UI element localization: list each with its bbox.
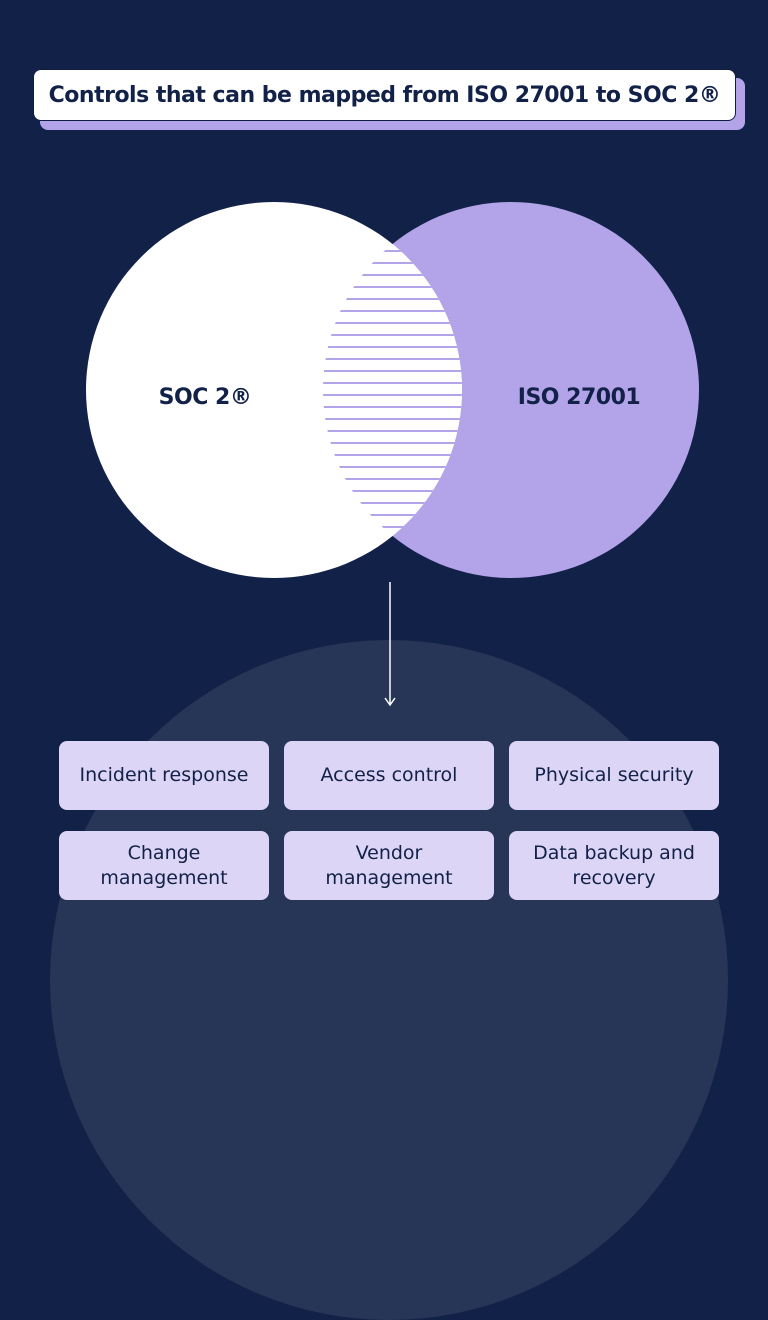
control-label: Data backup and recovery — [533, 841, 695, 889]
venn-overlap — [323, 202, 462, 578]
control-card-physical-security: Physical security — [509, 741, 719, 810]
control-label: Change management — [100, 841, 228, 889]
control-card-vendor-management: Vendor management — [284, 831, 494, 900]
venn-label-iso: ISO 27001 — [518, 385, 640, 410]
control-label: Physical security — [534, 764, 694, 786]
control-card-incident-response: Incident response — [59, 741, 269, 810]
control-card-access-control: Access control — [284, 741, 494, 810]
control-card-data-backup: Data backup and recovery — [509, 831, 719, 900]
venn-label-soc: SOC 2® — [159, 385, 252, 410]
control-label: Access control — [320, 764, 458, 786]
control-card-change-management: Change management — [59, 831, 269, 900]
controls-grid: Incident response Access control Physica… — [59, 741, 721, 900]
title-banner: Controls that can be mapped from ISO 270… — [33, 69, 736, 121]
venn-diagram: SOC 2® ISO 27001 — [86, 202, 699, 707]
control-label: Incident response — [79, 764, 249, 786]
page-title: Controls that can be mapped from ISO 270… — [48, 82, 721, 108]
control-label: Vendor management — [325, 841, 453, 889]
arrow-down-icon — [384, 582, 396, 707]
